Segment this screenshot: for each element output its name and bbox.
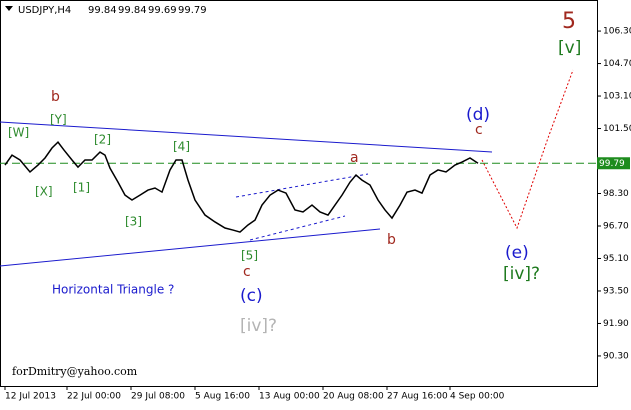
price-label: 99.79	[599, 159, 625, 169]
y-tick-label: 101.50	[603, 124, 631, 134]
channel-line	[249, 215, 346, 241]
y-tick-label: 104.70	[603, 59, 631, 69]
lower-trendline	[0, 228, 381, 267]
wave-label: [1]	[73, 181, 90, 195]
x-tick-label: 22 Jul 00:00	[67, 392, 121, 402]
price-box	[597, 157, 630, 170]
wave-label: b	[51, 89, 60, 105]
wave-label: [5]	[241, 249, 258, 263]
x-tick-label: 5 Aug 16:00	[195, 392, 250, 402]
quote-low: 99.69	[148, 5, 177, 16]
wave-label: [X]	[35, 185, 53, 199]
channel-line	[235, 173, 369, 198]
y-tick-label: 96.70	[603, 221, 629, 231]
wave-label: [v]	[558, 38, 581, 58]
wave-label: [3]	[125, 215, 142, 229]
upper-trendline	[0, 121, 493, 153]
x-tick-label: 27 Aug 16:00	[387, 392, 448, 402]
x-tick-label: 13 Aug 00:00	[259, 392, 320, 402]
wave-label: (d)	[466, 105, 490, 125]
projection	[481, 69, 574, 230]
y-tick-label: 91.90	[603, 319, 629, 329]
y-tick-label: 90.30	[603, 351, 629, 361]
wave-label: [4]	[173, 140, 190, 154]
x-tick-label: 20 Aug 08:00	[323, 392, 384, 402]
quote-open: 99.84	[88, 5, 117, 16]
wave-label: a	[350, 150, 359, 166]
x-tick-label: 4 Sep 00:00	[450, 392, 505, 402]
pattern-label: Horizontal Triangle ?	[52, 283, 174, 297]
wave-label: [iv]?	[240, 316, 277, 336]
wave-label: (c)	[240, 286, 263, 306]
menu-icon	[5, 6, 13, 11]
quote-close: 99.79	[178, 5, 207, 16]
wave-label: [W]	[8, 126, 29, 140]
wave-label: [Y]	[50, 113, 67, 127]
quote-high: 99.84	[118, 5, 147, 16]
wave-label: [iv]?	[503, 264, 540, 284]
x-tick-label: 29 Jul 08:00	[131, 392, 185, 402]
wave-label: c	[475, 122, 483, 138]
author: forDmitry@yahoo.com	[12, 365, 138, 378]
y-tick-label: 106.30	[603, 27, 631, 37]
wave-label: c	[243, 264, 251, 280]
x-tick-label: 12 Jul 2013	[5, 392, 56, 402]
y-tick-label: 93.50	[603, 286, 629, 296]
y-tick-label: 95.10	[603, 254, 629, 264]
wave-label: [2]	[94, 133, 111, 147]
symbol: USDJPY,H4	[18, 5, 71, 16]
wave-label: (e)	[505, 243, 529, 263]
y-tick-label: 98.30	[603, 189, 629, 199]
y-tick-label: 103.10	[603, 92, 631, 102]
price-line	[4, 141, 479, 233]
wave-label: b	[387, 232, 396, 248]
wave-label: 5	[562, 9, 576, 34]
